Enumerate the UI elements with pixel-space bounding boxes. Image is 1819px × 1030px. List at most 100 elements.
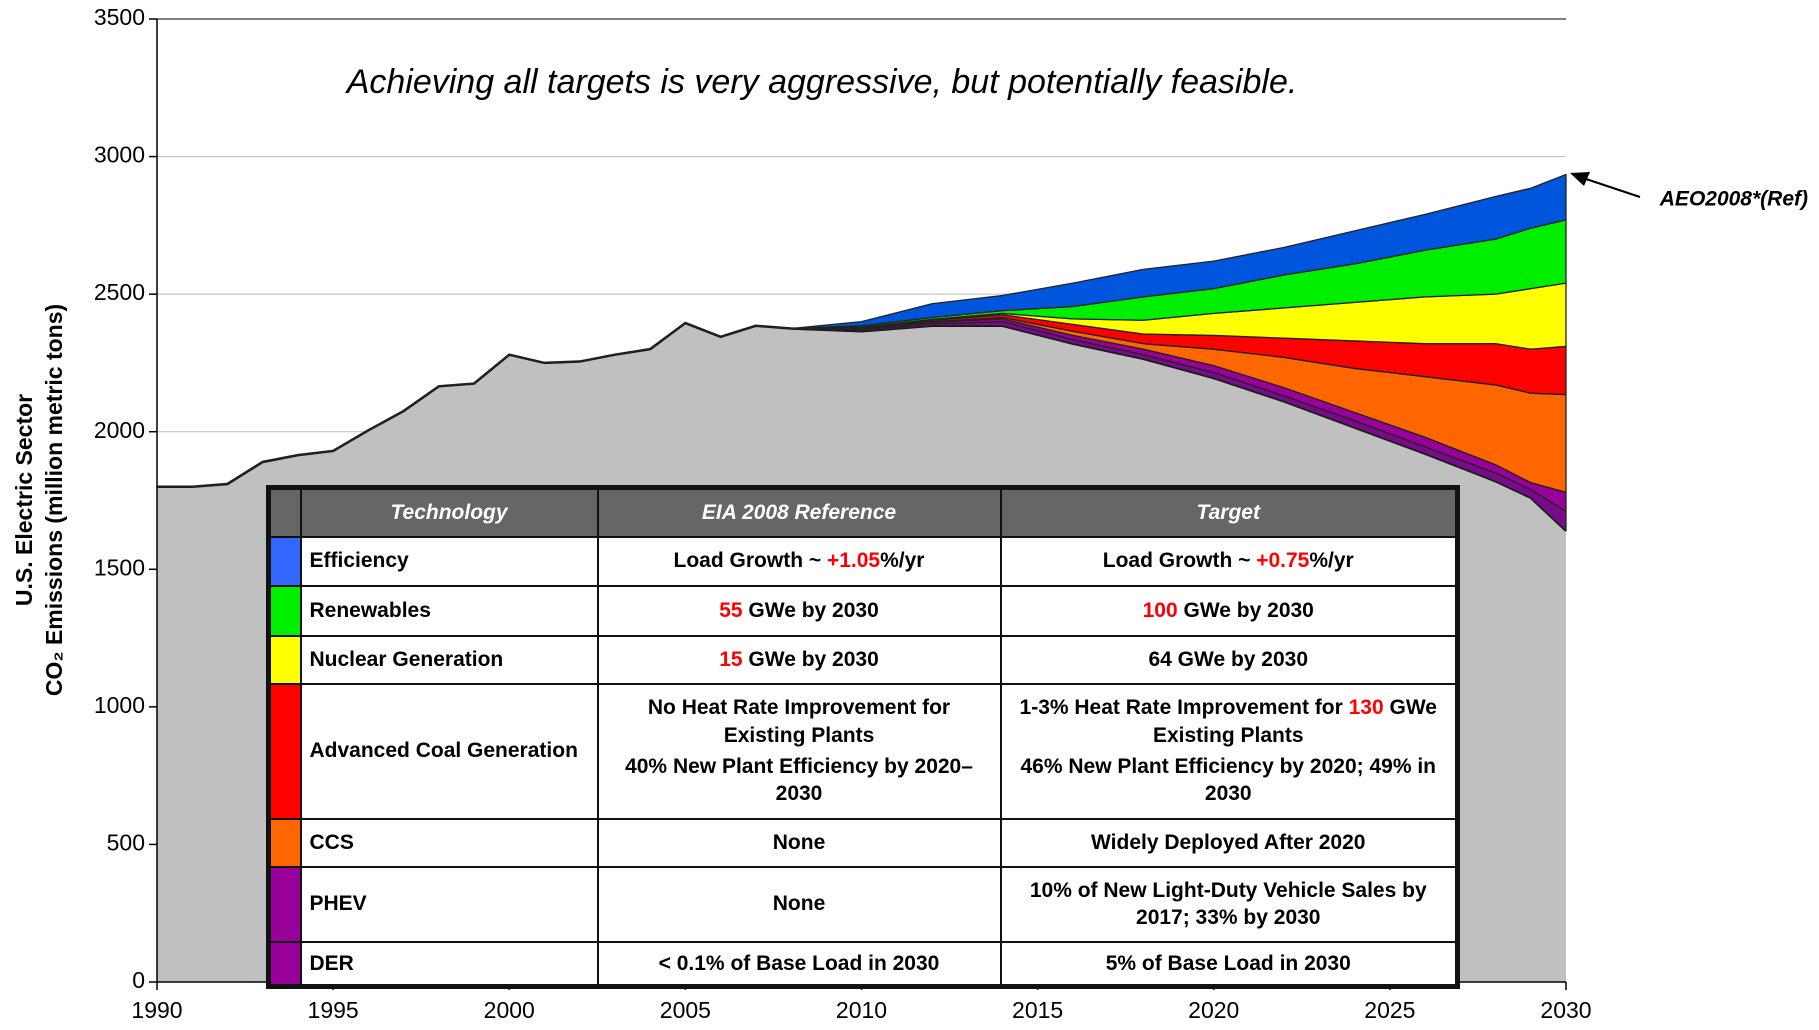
cell-text: GWe by 2030	[742, 647, 879, 671]
chart-title: Achieving all targets is very aggressive…	[345, 63, 1298, 101]
technology-cell: Renewables	[299, 584, 599, 637]
annotation-arrowhead	[1570, 172, 1590, 186]
cell-text: No Heat Rate Improvement for Existing Pl…	[647, 696, 951, 747]
cell-text: GWe by 2030	[742, 598, 879, 622]
cell-paragraph: Widely Deployed After 2020	[1010, 829, 1448, 856]
highlight-text: 100	[1142, 598, 1178, 622]
area	[156, 173, 1567, 488]
y-tick-label: 2000	[94, 417, 145, 443]
table-cell: 100 GWe by 2030	[999, 584, 1459, 637]
table-cell: None	[596, 865, 1002, 943]
technology-cell: DER	[299, 940, 599, 988]
cell-text: %/yr	[880, 549, 925, 573]
cell-text: Load Growth ~	[673, 549, 827, 573]
table-cell: 10% of New Light-Duty Vehicle Sales by 2…	[999, 865, 1459, 943]
y-tick-label: 0	[132, 967, 145, 993]
table-row: DER < 0.1% of Base Load in 2030 5% of Base…	[267, 940, 1459, 988]
color-swatch	[267, 865, 302, 943]
table-cell: 5% of Base Load in 2030	[999, 940, 1459, 988]
technology-cell: Advanced Coal Generation	[299, 682, 599, 820]
highlight-text: 55	[719, 598, 743, 622]
highlight-text: +1.05	[826, 549, 881, 573]
cell-paragraph: < 0.1% of Base Load in 2030	[607, 950, 992, 977]
cell-text: 5% of Base Load in 2030	[1105, 951, 1351, 975]
table-row: CCS None Widely Deployed After 2020	[267, 817, 1459, 868]
table-cell: 1-3% Heat Rate Improvement for 130 GWe E…	[999, 682, 1459, 820]
x-tick-label: 1990	[131, 997, 182, 1023]
color-swatch	[267, 682, 302, 820]
technology-table: Technology EIA 2008 Reference Target Effici…	[266, 485, 1460, 989]
cell-text: Load Growth ~	[1102, 549, 1257, 573]
cell-paragraph: Load Growth ~ +1.05%/yr	[607, 547, 992, 574]
cell-paragraph: 46% New Plant Efficiency by 2020; 49% in…	[1010, 753, 1448, 808]
cell-paragraph: 64 GWe by 2030	[1010, 646, 1448, 673]
highlight-text: +0.75	[1256, 549, 1310, 573]
cell-paragraph: No Heat Rate Improvement for Existing Pl…	[607, 694, 992, 749]
y-axis-label: CO₂ Emissions (million metric tons)	[41, 304, 67, 696]
x-tick-label: 2000	[484, 997, 535, 1023]
cell-paragraph: None	[607, 890, 992, 917]
annotation-arrow	[1579, 176, 1641, 198]
table-row: PHEV None 10% of New Light-Duty Vehicle Sa…	[267, 865, 1459, 943]
table-cell: 55 GWe by 2030	[596, 584, 1002, 637]
y-tick-label: 3500	[94, 4, 145, 30]
table-cell: None	[596, 817, 1002, 868]
cell-text: %/yr	[1309, 549, 1354, 573]
table-cell: < 0.1% of Base Load in 2030	[596, 940, 1002, 988]
table-row: Nuclear Generation 15 GWe by 2030 64 GWe b…	[267, 634, 1459, 685]
cell-text: GWe Existing Plants	[1152, 696, 1437, 747]
y-tick-label: 500	[107, 830, 145, 856]
cell-text: GWe by 2030	[1177, 598, 1314, 622]
highlight-text: 15	[719, 647, 743, 671]
technology-cell: Efficiency	[299, 535, 599, 587]
y-tick-label: 1000	[94, 692, 145, 718]
header-cell: Technology	[299, 486, 599, 538]
cell-paragraph: 5% of Base Load in 2030	[1010, 950, 1448, 977]
color-swatch	[267, 535, 302, 587]
cell-paragraph: 55 GWe by 2030	[607, 597, 992, 624]
table-cell: Load Growth ~ +1.05%/yr	[596, 535, 1002, 587]
cell-paragraph: 100 GWe by 2030	[1010, 597, 1448, 624]
y-tick-label: 3000	[94, 142, 145, 168]
color-swatch	[267, 634, 302, 685]
header-cell: Target	[999, 486, 1459, 538]
x-tick-label: 2005	[660, 997, 711, 1023]
technology-cell: CCS	[299, 817, 599, 868]
x-tick-label: 2020	[1188, 997, 1239, 1023]
color-swatch	[267, 817, 302, 868]
cell-text: 40% New Plant Efficiency by 2020–2030	[625, 755, 973, 806]
table-row: Advanced Coal Generation No Heat Rate Imp…	[267, 682, 1459, 820]
cell-text: None	[772, 892, 826, 916]
cell-text: 10% of New Light-Duty Vehicle Sales by 2…	[1029, 878, 1427, 929]
cell-text: Widely Deployed After 2020	[1091, 830, 1366, 854]
technology-cell: PHEV	[299, 865, 599, 943]
cell-paragraph: 40% New Plant Efficiency by 2020–2030	[607, 753, 992, 808]
table-cell: 64 GWe by 2030	[999, 634, 1459, 685]
table-row: Renewables 55 GWe by 2030 100 GWe by 2030	[267, 584, 1459, 637]
cell-paragraph: None	[607, 829, 992, 856]
x-tick-label: 2010	[836, 997, 887, 1023]
annotation: AEO2008*(Ref)	[1659, 188, 1808, 211]
cell-paragraph: Load Growth ~ +0.75%/yr	[1010, 547, 1448, 574]
color-swatch	[267, 584, 302, 637]
y-axis-label: U.S. Electric Sector	[11, 394, 37, 606]
x-tick-label: 2015	[1012, 997, 1063, 1023]
y-tick-label: 1500	[94, 554, 145, 580]
cell-paragraph: 10% of New Light-Duty Vehicle Sales by 2…	[1010, 877, 1448, 932]
table-cell: No Heat Rate Improvement for Existing Pl…	[596, 682, 1002, 820]
color-swatch	[267, 940, 302, 988]
y-tick-label: 2500	[94, 279, 145, 305]
x-tick-label: 2025	[1364, 997, 1415, 1023]
x-tick-label: 2030	[1540, 997, 1591, 1023]
cell-text: None	[772, 830, 826, 854]
table-cell: Load Growth ~ +0.75%/yr	[999, 535, 1459, 587]
table-cell: Widely Deployed After 2020	[999, 817, 1459, 868]
table-cell: 15 GWe by 2030	[596, 634, 1002, 685]
table-row: Efficiency Load Growth ~ +1.05%/yr Load Gr…	[267, 535, 1459, 587]
x-tick-label: 1995	[308, 997, 359, 1023]
cell-text: 1-3% Heat Rate Improvement for	[1019, 696, 1349, 720]
highlight-text: 130	[1348, 696, 1384, 720]
technology-cell: Nuclear Generation	[299, 634, 599, 685]
header-cell	[267, 486, 302, 538]
